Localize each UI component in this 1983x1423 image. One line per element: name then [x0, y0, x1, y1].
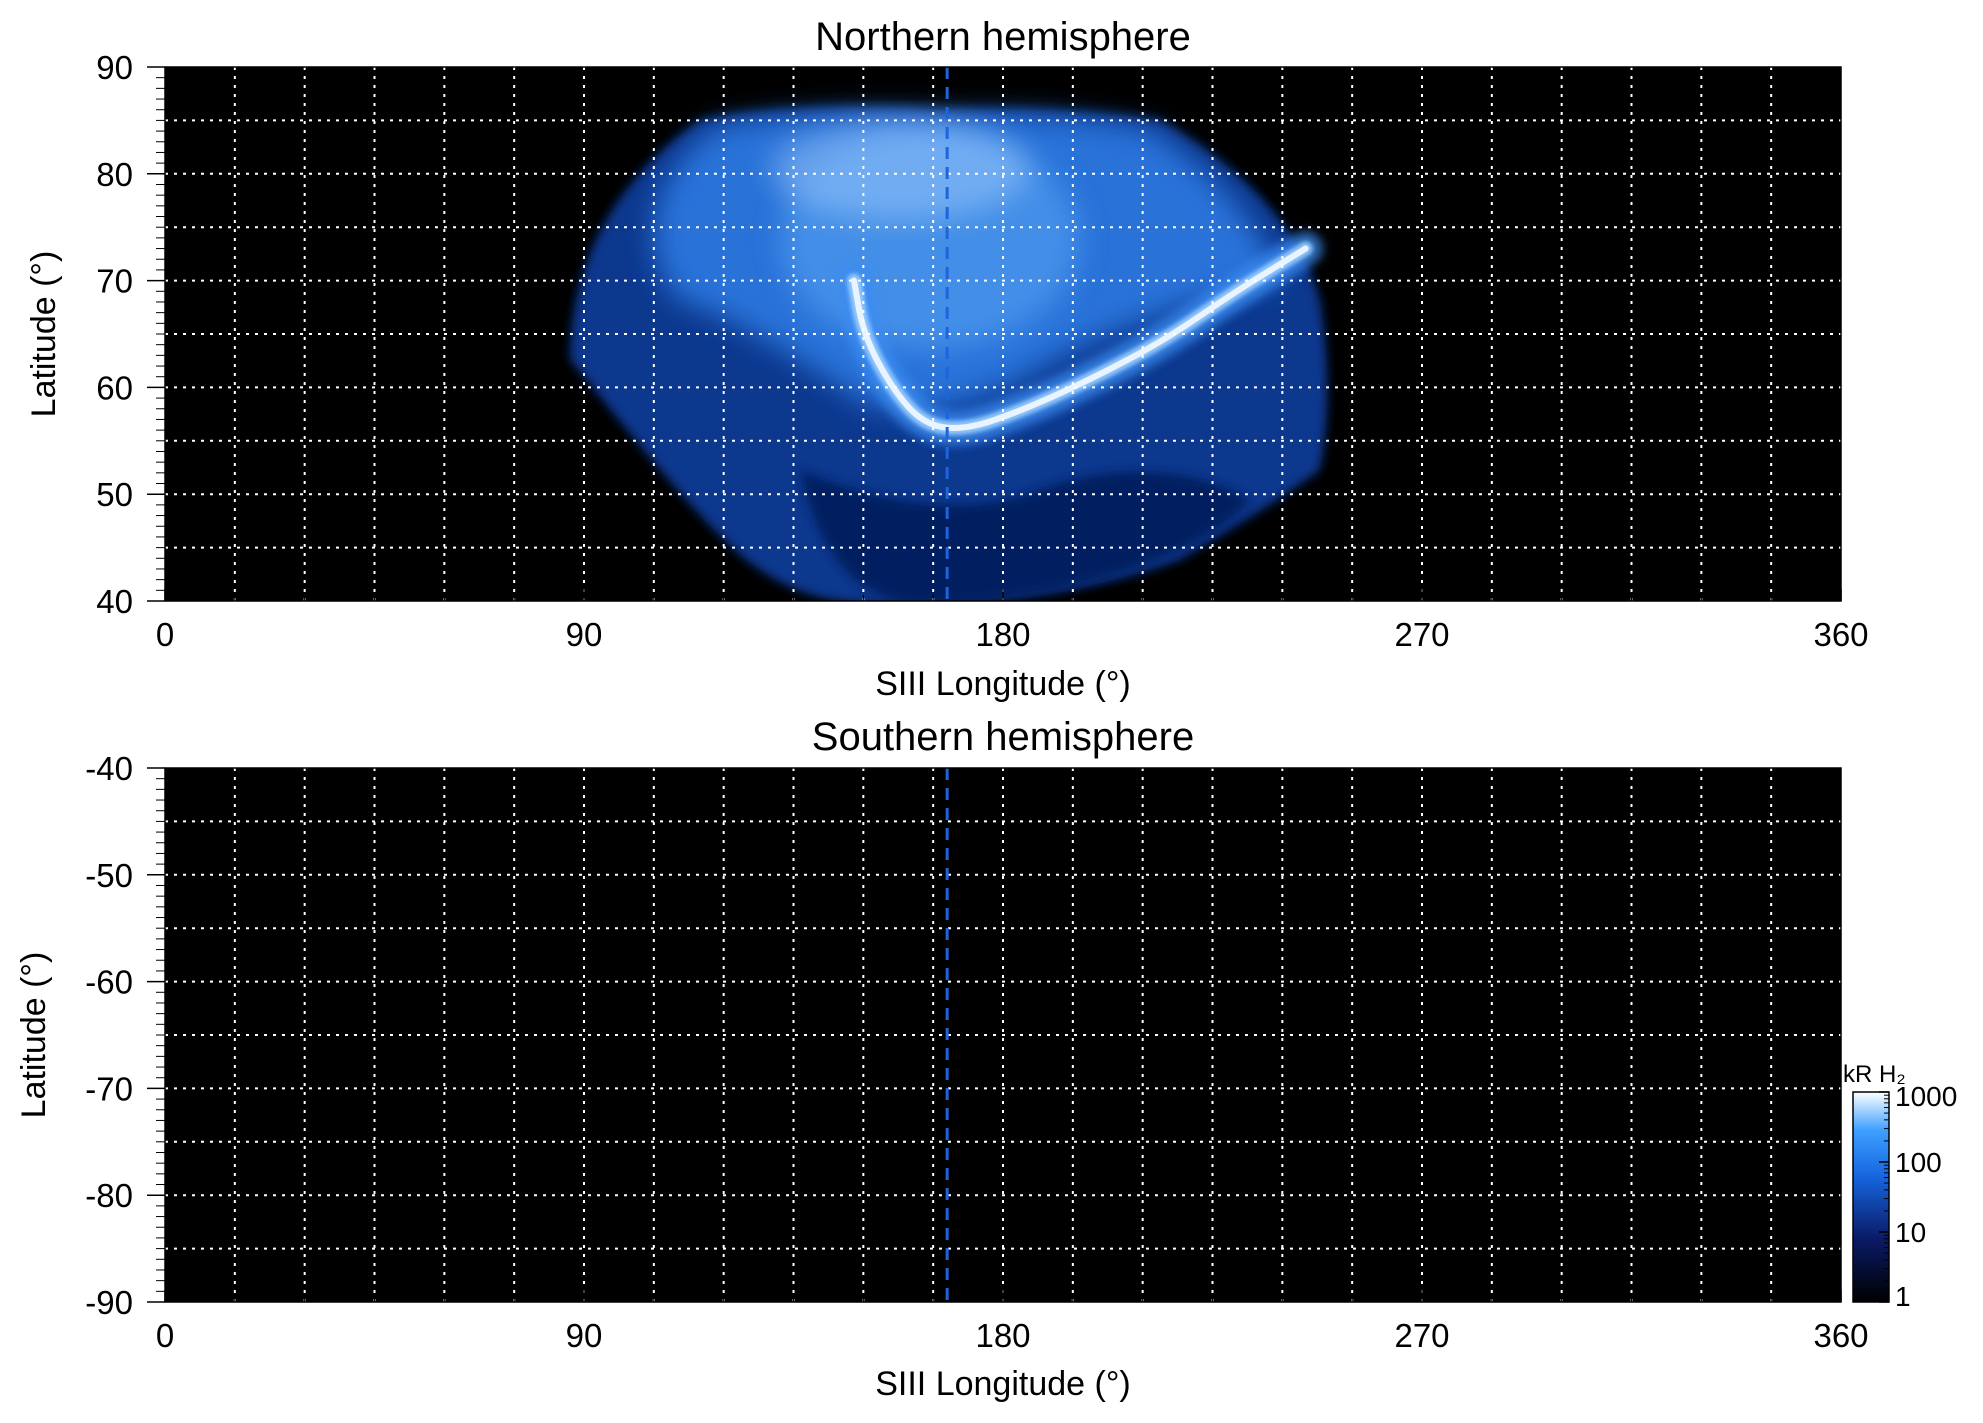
north-speckle-zone — [800, 470, 1250, 601]
north-x-tick-label: 270 — [1394, 616, 1449, 653]
north-y-tick-label: 60 — [96, 369, 133, 406]
south-y-tick-label: -80 — [85, 1177, 133, 1214]
south-title: Southern hemisphere — [812, 715, 1194, 759]
south-y-tick-label: -70 — [85, 1070, 133, 1107]
south-x-tick-label: 180 — [975, 1317, 1030, 1354]
north-title: Northern hemisphere — [815, 15, 1191, 59]
north-emission-region — [570, 107, 1328, 601]
north-main-oval — [837, 231, 1323, 445]
colorbar-tick-label: 1 — [1895, 1281, 1911, 1312]
north-y-tick-label: 90 — [96, 49, 133, 86]
colorbar-tick-label: 10 — [1895, 1217, 1926, 1248]
south-x-tick-label: 90 — [566, 1317, 603, 1354]
north-y-tick-label: 40 — [96, 583, 133, 620]
south-axes: 0 90 180 270 360 -40 -50 -60 -70 -80 -90 — [85, 750, 1868, 1354]
south-y-tick-label: -90 — [85, 1284, 133, 1321]
south-x-tick-label: 0 — [156, 1317, 174, 1354]
south-x-tick-label: 270 — [1394, 1317, 1449, 1354]
north-panel: Northern hemisphere 0 90 180 270 360 40 50 60 70… — [25, 15, 1869, 703]
north-x-tick-label: 90 — [566, 616, 603, 653]
south-y-tick-label: -60 — [85, 964, 133, 1001]
colorbar-label: kR H₂ — [1843, 1061, 1906, 1088]
north-grid — [165, 67, 1841, 601]
colorbar-tick-label: 1000 — [1895, 1081, 1957, 1112]
north-y-tick-label: 50 — [96, 476, 133, 513]
colorbar-tick-label: 100 — [1895, 1147, 1942, 1178]
south-y-tick-label: -50 — [85, 857, 133, 894]
colorbar: kR H₂ 1 10 100 1000 — [1843, 1061, 1957, 1312]
north-x-tick-label: 360 — [1813, 616, 1868, 653]
north-x-tick-label: 0 — [156, 616, 174, 653]
north-y-axis-label: Latitude (°) — [25, 251, 63, 418]
north-oval-core — [851, 245, 1309, 431]
south-y-tick-label: -40 — [85, 750, 133, 787]
south-panel: Southern hemisphere 0 90 180 270 360 -40 -50 -6… — [15, 715, 1869, 1403]
south-grid — [165, 768, 1841, 1302]
north-polar-core — [770, 120, 1030, 220]
north-y-tick-label: 70 — [96, 263, 133, 300]
north-x-axis-label: SIII Longitude (°) — [875, 665, 1131, 703]
south-y-axis-label: Latitude (°) — [15, 952, 53, 1119]
north-axes: 0 90 180 270 360 40 50 60 70 80 90 — [96, 49, 1868, 653]
south-x-axis-label: SIII Longitude (°) — [875, 1365, 1131, 1403]
north-y-tick-label: 80 — [96, 156, 133, 193]
north-x-tick-label: 180 — [975, 616, 1030, 653]
colorbar-gradient — [1852, 1091, 1890, 1303]
south-x-tick-label: 360 — [1813, 1317, 1868, 1354]
colorbar-ticks: 1 10 100 1000 — [1879, 1081, 1957, 1312]
